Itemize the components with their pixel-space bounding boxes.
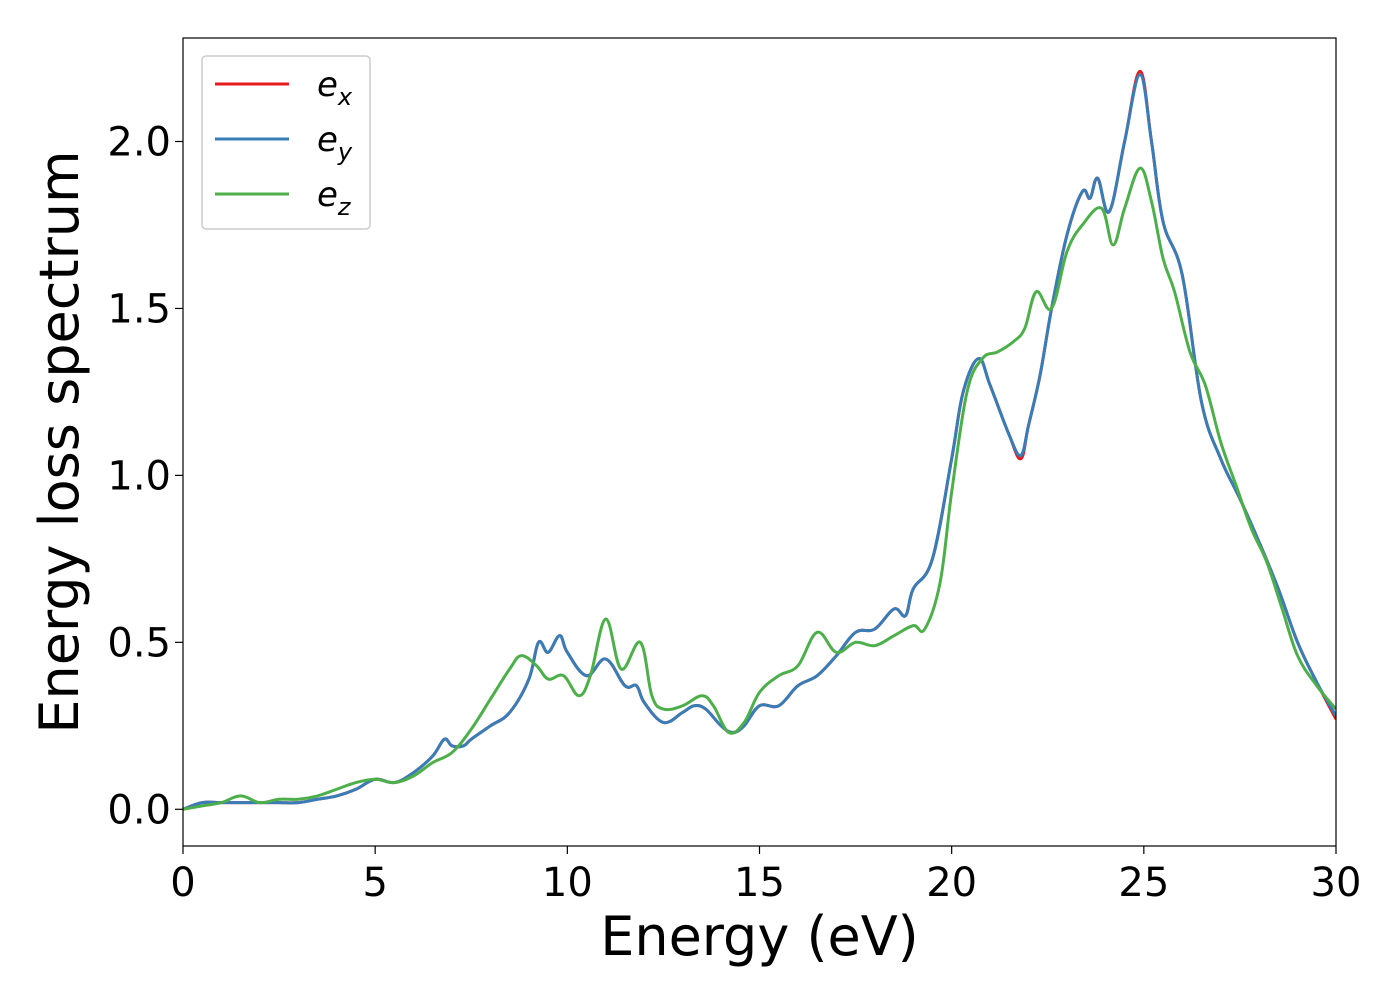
y-tick-label: 1.5 [107,286,171,332]
x-tick-label: 30 [1311,860,1362,906]
y-tick-label: 2.0 [107,120,171,166]
y-tick-label: 1.0 [107,453,171,499]
x-axis-label: Energy (eV) [600,905,919,968]
series-line-ey [183,73,1336,811]
series-layer [183,69,1336,811]
x-tick-label: 10 [542,860,593,906]
y-axis: 0.0 0.5 1.0 1.5 2.0 [107,120,183,833]
y-tick-label: 0.5 [107,620,171,666]
x-tick-label: 25 [1118,860,1169,906]
x-tick-label: 15 [734,860,785,906]
x-tick-label: 5 [362,860,387,906]
series-line-ez [183,166,1336,811]
x-tick-label: 0 [170,860,195,906]
x-tick-label: 20 [926,860,977,906]
x-axis: 0 5 10 15 20 25 30 [170,846,1361,906]
legend-box [201,55,371,230]
y-axis-label: Energy loss spectrum [28,150,91,733]
y-tick-label: 0.0 [107,787,171,833]
